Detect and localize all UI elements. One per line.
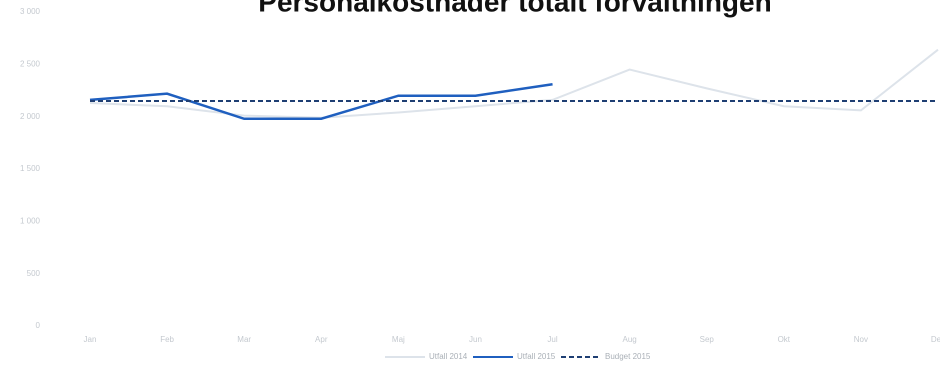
series-line [89, 48, 939, 119]
x-tick-label: Aug [623, 335, 637, 344]
x-tick-label: Nov [854, 335, 868, 344]
y-tick-label: 2 000 [20, 112, 41, 121]
x-tick-label: Jan [84, 335, 97, 344]
y-tick-label: 1 000 [20, 216, 41, 225]
y-tick-label: 500 [27, 269, 41, 278]
x-tick-label: Jul [547, 335, 557, 344]
y-tick-label: 0 [36, 321, 41, 330]
x-tick-label: Sep [700, 335, 715, 344]
legend-label: Utfall 2014 [429, 352, 468, 361]
legend-label: Utfall 2015 [517, 352, 556, 361]
y-tick-label: 1 500 [20, 164, 41, 173]
x-tick-label: Dec [931, 335, 940, 344]
y-tick-label: 3 000 [20, 7, 41, 16]
x-tick-label: Okt [778, 335, 791, 344]
x-tick-label: Jun [469, 335, 482, 344]
y-tick-label: 2 500 [20, 59, 41, 68]
chart-title: Personalkostnader totalt förvaltningen [258, 0, 771, 17]
series-line [89, 82, 553, 121]
x-tick-label: Maj [392, 335, 405, 344]
legend-label: Budget 2015 [605, 352, 651, 361]
x-tick-label: Feb [160, 335, 174, 344]
x-tick-label: Apr [315, 335, 328, 344]
x-tick-label: Mar [237, 335, 251, 344]
